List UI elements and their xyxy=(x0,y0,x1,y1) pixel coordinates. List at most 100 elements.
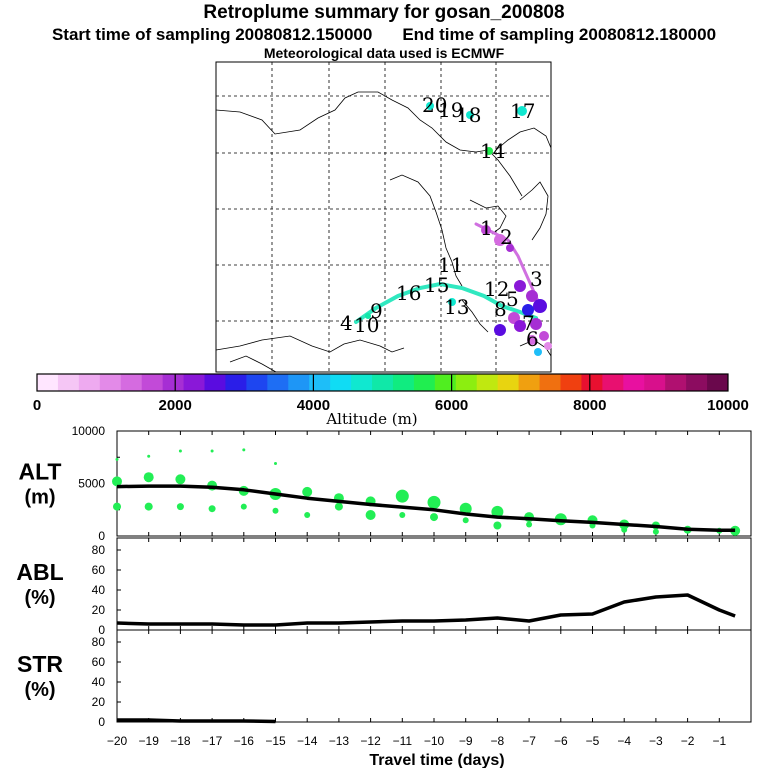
colorbar-swatch xyxy=(204,374,226,391)
map-label: 18 xyxy=(456,103,481,127)
cluster-point xyxy=(175,474,186,485)
x-tick-label: −4 xyxy=(617,734,631,748)
y-tick-label: 5000 xyxy=(78,477,105,491)
x-tick-label: −7 xyxy=(522,734,536,748)
x-tick-label: −11 xyxy=(393,734,413,748)
x-tick-label: −3 xyxy=(649,734,663,748)
x-tick-label: −12 xyxy=(360,734,381,748)
x-tick-label: −16 xyxy=(234,734,255,748)
altitude-colorbar: 0 2000 4000 6000 8000 10000 Altitude (m) xyxy=(33,373,749,428)
panel-alt: 0 5000 10000 ALT(m) xyxy=(18,424,752,543)
y-tick-labels: 0 20 40 60 80 xyxy=(92,635,121,729)
colorbar-swatch xyxy=(141,374,164,391)
cluster-point xyxy=(493,521,502,530)
cluster-point xyxy=(459,502,472,515)
cluster-point xyxy=(399,512,406,518)
map-label: 15 xyxy=(424,273,449,297)
colorbar-swatch xyxy=(183,374,206,391)
colorbar-swatch xyxy=(162,374,185,391)
panel-label-bottom: (%) xyxy=(24,679,55,701)
cluster-point xyxy=(491,505,504,518)
panel-str: 0 20 40 60 80 STR(%) xyxy=(17,629,752,729)
map-label: 20 xyxy=(422,93,447,117)
panel-label-top: ALT xyxy=(18,459,61,485)
y-tick-label: 60 xyxy=(92,655,106,669)
colorbar-swatch xyxy=(602,374,624,391)
map-label: 3 xyxy=(530,267,543,291)
y-tick-label: 60 xyxy=(92,563,106,577)
cluster-point xyxy=(334,502,343,511)
x-tick-label: −13 xyxy=(329,734,350,748)
cluster-point xyxy=(652,528,659,535)
y-tick-label: 20 xyxy=(92,695,106,709)
series-line xyxy=(116,593,736,627)
map-label: 4 xyxy=(340,311,353,335)
coastlines xyxy=(215,91,552,373)
colorbar-swatch xyxy=(560,374,582,391)
colorbar-swatch xyxy=(288,374,310,391)
y-tick-labels: 0 5000 10000 xyxy=(72,424,121,543)
map-label: 10 xyxy=(354,313,379,337)
x-axis-label: Travel time (days) xyxy=(369,752,504,768)
x-tick-label: −2 xyxy=(681,734,695,748)
colorbar-tick-label: 4000 xyxy=(297,397,330,414)
colorbar-tick-labels: 0 2000 4000 6000 8000 10000 xyxy=(33,397,749,414)
map-label: 14 xyxy=(480,139,505,163)
colorbar-swatch xyxy=(372,374,394,391)
colorbar-axis-label: Altitude (m) xyxy=(325,410,417,428)
cluster-point xyxy=(178,449,182,453)
x-tick-label: −15 xyxy=(265,734,286,748)
y-tick-labels: 0 20 40 60 80 xyxy=(92,543,121,637)
colorbar-swatch xyxy=(37,374,59,391)
colorbar-swatch xyxy=(644,374,666,391)
y-tick-label: 40 xyxy=(92,675,106,689)
x-tick-label: −1 xyxy=(712,734,726,748)
colorbar-swatch xyxy=(539,374,561,391)
panel-label-top: ABL xyxy=(16,559,63,585)
colorbar-swatch xyxy=(581,374,603,391)
y-tick-label: 40 xyxy=(92,583,106,597)
panel-frame xyxy=(116,629,752,723)
x-tick-label: −17 xyxy=(202,734,223,748)
chart-title: Retroplume summary for gosan_200808 xyxy=(203,2,565,23)
panel-label-bottom: (%) xyxy=(24,587,55,609)
x-tick-label: −18 xyxy=(170,734,191,748)
colorbar-tick-label: 8000 xyxy=(573,397,606,414)
time-series-panels: 0500010000ALT(m)020406080ABL(%)020406080… xyxy=(16,424,752,729)
cluster-point xyxy=(210,449,214,453)
panel-frame xyxy=(116,537,752,631)
travel-time-axis: −20 −19 −18 −17 −16 −15 −14 −13 −12 −11 −10 −9 −8 −7 −… xyxy=(107,734,727,768)
map-label: 12 xyxy=(484,277,509,301)
colorbar-swatch xyxy=(686,374,708,391)
cluster-point xyxy=(462,517,469,524)
cluster-point xyxy=(115,457,119,461)
x-tick-label: −8 xyxy=(491,734,505,748)
met-data-label: Meteorological data used is ECMWF xyxy=(263,45,505,61)
cluster-points xyxy=(112,448,741,536)
x-tick-label: −10 xyxy=(424,734,445,748)
cluster-point xyxy=(365,510,376,520)
colorbar-swatch xyxy=(497,374,520,391)
cluster-point xyxy=(144,502,153,511)
plume-clusters xyxy=(365,102,552,356)
colorbar-swatch xyxy=(120,374,143,391)
cluster-point xyxy=(430,513,438,522)
cluster-point xyxy=(240,503,247,510)
cluster-point xyxy=(302,486,313,497)
map-label: 7 xyxy=(522,311,535,335)
series-line xyxy=(117,718,276,724)
colorbar-swatch xyxy=(455,374,478,391)
colorbar-tick-label: 6000 xyxy=(435,397,468,414)
cluster-point xyxy=(730,525,741,536)
colorbar-tick-label: 10000 xyxy=(707,397,749,414)
colorbar-swatch xyxy=(57,374,80,391)
colorbar-swatch xyxy=(476,374,499,391)
x-tick-label: −5 xyxy=(586,734,600,748)
map-label: 16 xyxy=(396,281,421,305)
colorbar-swatch xyxy=(351,374,373,391)
cluster-point xyxy=(526,521,533,528)
y-tick-label: 0 xyxy=(98,715,105,729)
y-tick-label: 80 xyxy=(92,543,106,557)
